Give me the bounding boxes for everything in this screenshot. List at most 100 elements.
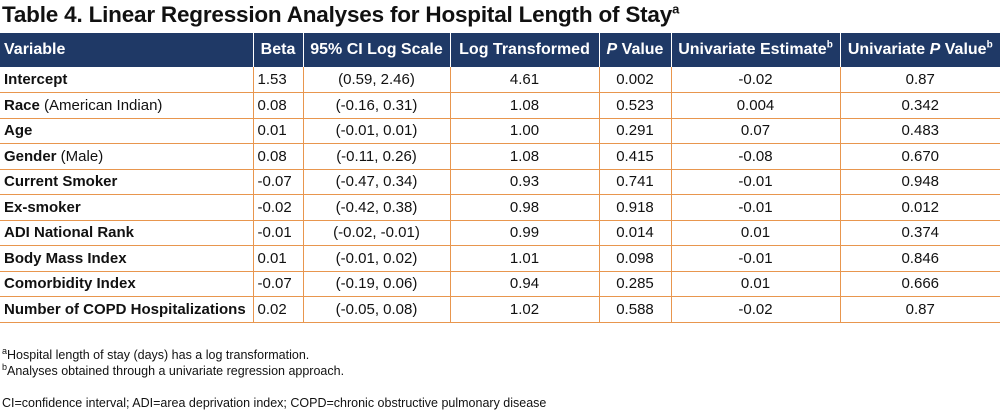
footnote-a-text: Hospital length of stay (days) has a log…: [7, 348, 310, 362]
header-log-transformed: Log Transformed: [450, 33, 600, 67]
log-transformed-cell: 1.08: [450, 143, 600, 170]
header-uni-est-sup: b: [826, 39, 833, 51]
univariate-p-value-cell: 0.948: [840, 169, 1000, 195]
header-uni-p-pre: Univariate: [847, 41, 930, 58]
p-value-cell: 0.291: [599, 118, 672, 144]
header-p-rest: Value: [617, 41, 664, 58]
univariate-estimate-cell: 0.01: [671, 271, 841, 297]
header-univariate-estimate: Univariate Estimateb: [671, 33, 841, 67]
table-row: Number of COPD Hospitalizations 0.02 (-0.0…: [0, 296, 1000, 323]
variable-cell: ADI National Rank: [0, 220, 254, 246]
table-title-superscript: a: [672, 1, 680, 17]
variable-cell: Current Smoker: [0, 169, 254, 195]
abbreviations-note: CI=confidence interval; ADI=area depriva…: [2, 396, 547, 410]
variable-cell: Age: [0, 118, 254, 144]
ci-cell: (-0.01, 0.02): [303, 245, 451, 272]
variable-qualifier: (Male): [56, 147, 104, 165]
variable-name: Body Mass Index: [4, 249, 127, 267]
univariate-estimate-cell: 0.07: [671, 118, 841, 144]
header-variable: Variable: [0, 33, 254, 67]
beta-cell: 0.08: [253, 143, 304, 170]
log-transformed-cell: 1.08: [450, 92, 600, 119]
table-row: Current Smoker -0.07 (-0.47, 0.34) 0.93 0.74…: [0, 169, 1000, 195]
p-value-cell: 0.741: [599, 169, 672, 195]
footnote-a-marker: a: [2, 345, 8, 356]
ci-cell: (-0.05, 0.08): [303, 296, 451, 323]
ci-cell: (-0.02, -0.01): [303, 220, 451, 246]
variable-cell: Race (American Indian): [0, 92, 254, 119]
ci-cell: (-0.11, 0.26): [303, 143, 451, 170]
variable-name: Current Smoker: [4, 173, 118, 191]
univariate-estimate-cell: 0.004: [671, 92, 841, 119]
variable-cell: Gender (Male): [0, 143, 254, 170]
univariate-p-value-cell: 0.483: [840, 118, 1000, 144]
univariate-p-value-cell: 0.846: [840, 245, 1000, 272]
variable-name: ADI National Rank: [4, 224, 135, 242]
regression-table: Variable Beta 95% CI Log Scale Log Trans…: [0, 33, 1000, 323]
table-row: Body Mass Index 0.01 (-0.01, 0.02) 1.01 0.09…: [0, 245, 1000, 272]
log-transformed-cell: 0.99: [450, 220, 600, 246]
p-value-cell: 0.285: [599, 271, 672, 297]
univariate-estimate-cell: -0.01: [671, 245, 841, 272]
beta-cell: 1.53: [253, 67, 304, 93]
footnote-b-marker: b: [2, 361, 8, 372]
footnote-b-text: Analyses obtained through a univariate r…: [7, 364, 345, 378]
log-transformed-cell: 1.01: [450, 245, 600, 272]
p-value-cell: 0.098: [599, 245, 672, 272]
table-row: ADI National Rank -0.01 (-0.02, -0.01) 0.99…: [0, 220, 1000, 246]
log-transformed-cell: 1.00: [450, 118, 600, 144]
variable-qualifier: (American Indian): [39, 96, 163, 114]
variable-cell: Body Mass Index: [0, 245, 254, 272]
p-value-cell: 0.014: [599, 220, 672, 246]
beta-cell: -0.07: [253, 169, 304, 195]
header-ci: 95% CI Log Scale: [303, 33, 451, 67]
table-row: Race (American Indian) 0.08 (-0.16, 0.31) 1…: [0, 92, 1000, 119]
table-body: Intercept 1.53 (0.59, 2.46) 4.61 0.002 -0.02 0…: [0, 67, 1000, 323]
univariate-p-value-cell: 0.87: [840, 67, 1000, 93]
header-row: Variable Beta 95% CI Log Scale Log Trans…: [0, 33, 1000, 67]
p-value-cell: 0.415: [599, 143, 672, 170]
univariate-estimate-cell: 0.01: [671, 220, 841, 246]
header-p-italic: P: [606, 41, 618, 58]
table-row: Gender (Male) 0.08 (-0.11, 0.26) 1.08 0.415-…: [0, 143, 1000, 170]
table-title-text: Table 4. Linear Regression Analyses for …: [2, 2, 673, 27]
univariate-estimate-cell: -0.02: [671, 296, 841, 323]
log-transformed-cell: 0.93: [450, 169, 600, 195]
log-transformed-cell: 1.02: [450, 296, 600, 323]
log-transformed-cell: 0.94: [450, 271, 600, 297]
header-p-value: P Value: [599, 33, 672, 67]
header-beta: Beta: [253, 33, 304, 67]
univariate-estimate-cell: -0.01: [671, 169, 841, 195]
variable-name: Number of COPD Hospitalizations: [4, 300, 246, 318]
header-uni-p-sup: b: [986, 39, 993, 51]
header-univariate-p-value: Univariate P Valueb: [840, 33, 1000, 67]
beta-cell: 0.02: [253, 296, 304, 323]
univariate-estimate-cell: -0.02: [671, 67, 841, 93]
variable-name: Intercept: [4, 71, 68, 88]
variable-cell: Number of COPD Hospitalizations: [0, 296, 254, 323]
variable-cell: Ex-smoker: [0, 194, 254, 221]
table-title: Table 4. Linear Regression Analyses for …: [2, 2, 679, 28]
table-row: Age 0.01 (-0.01, 0.01) 1.00 0.291 0.07 0.483: [0, 118, 1000, 144]
univariate-p-value-cell: 0.87: [840, 296, 1000, 323]
variable-cell: Intercept: [0, 67, 254, 93]
univariate-p-value-cell: 0.666: [840, 271, 1000, 297]
ci-cell: (-0.42, 0.38): [303, 194, 451, 221]
header-uni-p-italic: P: [929, 41, 941, 58]
table-row: Comorbidity Index -0.07 (-0.19, 0.06) 0.94 0…: [0, 271, 1000, 297]
univariate-p-value-cell: 0.670: [840, 143, 1000, 170]
beta-cell: -0.02: [253, 194, 304, 221]
p-value-cell: 0.588: [599, 296, 672, 323]
footnotes: aHospital length of stay (days) has a lo…: [2, 345, 345, 379]
beta-cell: 0.08: [253, 92, 304, 119]
log-transformed-cell: 0.98: [450, 194, 600, 221]
variable-name: Ex-smoker: [4, 198, 81, 216]
ci-cell: (-0.19, 0.06): [303, 271, 451, 297]
variable-name: Race: [4, 96, 40, 114]
footnote-b: bAnalyses obtained through a univariate …: [2, 361, 345, 379]
footnote-a: aHospital length of stay (days) has a lo…: [2, 345, 344, 363]
beta-cell: -0.01: [253, 220, 304, 246]
p-value-cell: 0.523: [599, 92, 672, 119]
univariate-p-value-cell: 0.012: [840, 194, 1000, 221]
variable-name: Comorbidity Index: [4, 275, 136, 293]
